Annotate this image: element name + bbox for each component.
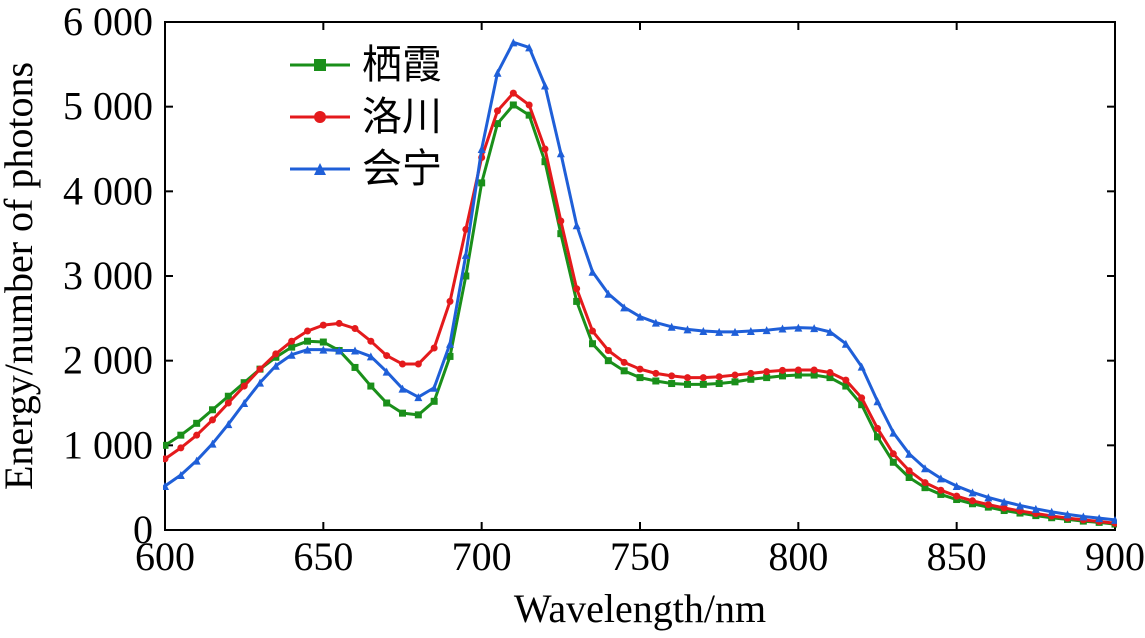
x-tick-label: 850	[927, 534, 987, 579]
spectrum-chart: 60065070075080085090001 0002 0003 0004 0…	[0, 0, 1145, 638]
y-tick-label: 2 000	[63, 338, 153, 383]
x-tick-label: 750	[610, 534, 670, 579]
y-tick-label: 4 000	[63, 168, 153, 213]
y-axis-label: Energy/number of photons	[0, 62, 41, 490]
x-tick-label: 700	[452, 534, 512, 579]
legend-label: 栖霞	[362, 42, 442, 87]
y-tick-label: 6 000	[63, 0, 153, 44]
x-tick-label: 800	[768, 534, 828, 579]
y-tick-label: 0	[133, 507, 153, 552]
y-tick-label: 1 000	[63, 422, 153, 467]
x-tick-label: 650	[293, 534, 353, 579]
legend-label: 洛川	[362, 94, 442, 139]
y-tick-label: 5 000	[63, 84, 153, 129]
x-axis-label: Wavelength/nm	[514, 586, 766, 631]
y-tick-label: 3 000	[63, 253, 153, 298]
legend-label: 会宁	[362, 146, 442, 191]
chart-svg: 60065070075080085090001 0002 0003 0004 0…	[0, 0, 1145, 638]
x-tick-label: 900	[1085, 534, 1145, 579]
